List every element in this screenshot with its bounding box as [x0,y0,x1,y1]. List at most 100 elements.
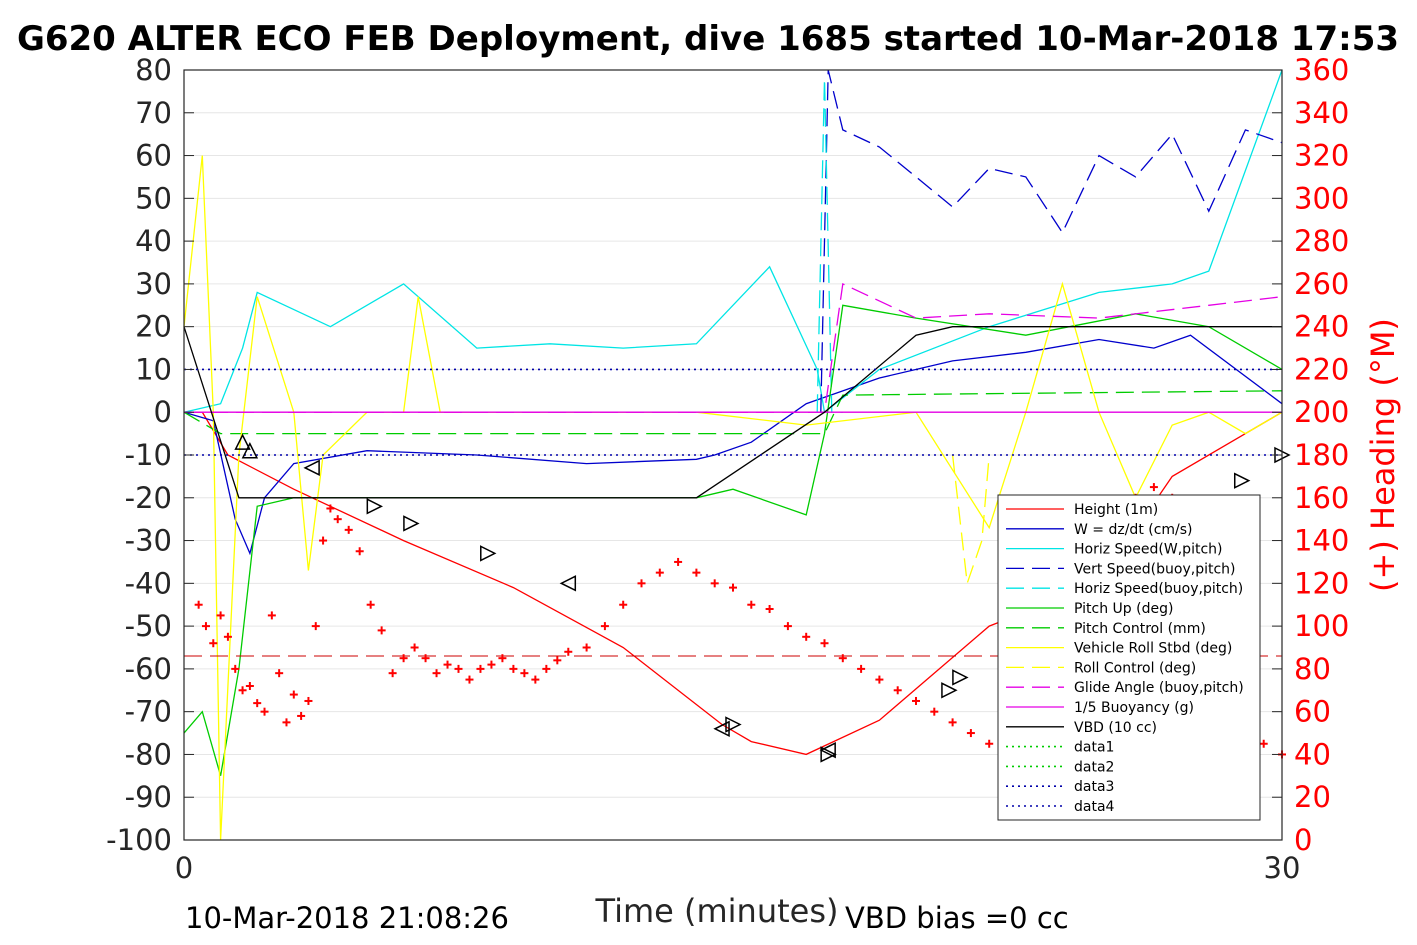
heading-point [238,686,247,695]
y2-tick-label: 140 [1294,524,1349,558]
heading-point [509,664,518,673]
heading-point [216,611,225,620]
y-tick-label: 50 [135,181,172,215]
heading-point [674,557,683,566]
heading-point [297,711,306,720]
y2-tick-label: 80 [1294,652,1331,686]
y2-axis-label: (+) Heading (°M) [1364,318,1402,592]
footer-vbd-bias: VBD bias =0 cc [845,901,1069,935]
heading-point [476,664,485,673]
heading-point [333,515,342,524]
x-tick-label: 30 [1264,851,1301,885]
marker-right-triangle [1233,472,1251,489]
y-tick-label: -30 [125,524,172,558]
heading-point [355,547,364,556]
heading-point [443,660,452,669]
heading-point [275,669,284,678]
x-axis-label: Time (minutes) [595,892,839,930]
series-line-3 [820,69,1283,413]
legend-label: VBD (10 cc) [1074,720,1157,736]
heading-point [857,664,866,673]
heading-point [326,504,335,513]
heading-point [245,682,254,690]
heading-point [223,632,232,641]
heading-point [377,626,386,635]
heading-point [289,690,298,699]
heading-point [267,611,276,620]
marker-left-triangle [713,720,730,737]
y-tick-label: 10 [135,352,172,386]
heading-point [366,600,375,609]
heading-point [344,525,353,534]
y2-tick-label: 60 [1294,695,1331,729]
marker-left-triangle [819,741,836,759]
legend-label: W = dz/dt (cm/s) [1074,522,1193,538]
heading-point [710,579,719,588]
y-tick-label: -10 [125,438,172,472]
y2-tick-label: 120 [1294,566,1349,600]
y-axis-right: 3603403203002802602402202001801601401201… [1294,53,1349,857]
footer-timestamp: 10-Mar-2018 21:08:26 [185,901,509,935]
legend-label: Height (1m) [1074,502,1158,518]
y-tick-label: -50 [125,609,172,643]
y-tick-label: -70 [125,695,172,729]
y2-tick-label: 360 [1294,53,1349,87]
heading-point [319,536,328,545]
y-tick-label: 30 [135,267,172,301]
heading-point [966,729,975,738]
y2-tick-label: 20 [1294,780,1331,814]
heading-point [194,600,203,609]
heading-point [465,675,474,684]
marker-left-triangle [303,459,320,477]
legend: Height (1m) W = dz/dt (cm/s) Horiz Speed(W… [997,494,1261,821]
heading-point [930,707,939,716]
heading-point [498,654,507,663]
heading-point [729,583,737,592]
marker-right-triangle [952,669,969,686]
heading-point [553,656,562,665]
y2-tick-label: 260 [1294,267,1349,301]
y2-tick-label: 280 [1294,224,1349,258]
y-tick-label: -20 [125,481,172,515]
heading-point [209,639,218,648]
legend-label: Pitch Control (mm) [1074,621,1206,637]
y-tick-label: -100 [106,823,172,857]
heading-point [201,622,210,631]
series-line-11 [183,326,1282,499]
y-tick-label: -60 [125,652,172,686]
heading-point [531,675,540,684]
legend-label: Horiz Speed(W,pitch) [1074,542,1222,558]
heading-point [542,664,551,673]
x-axis: 0 30 [175,830,1301,885]
heading-point [637,579,646,588]
y-tick-label: -90 [125,780,172,814]
heading-point [282,718,291,727]
y-axis-left: 80 70 60 50 40 30 20 10 0 -10 -20 -30 -40 -50 -60 -70 -8… [106,53,1282,857]
series-line-9 [184,282,1283,413]
y-tick-label: 80 [135,53,172,87]
heading-point [985,739,994,748]
marker-left-triangle [559,575,577,592]
heading-point [421,654,430,663]
legend-label: data4 [1074,799,1115,815]
heading-point [912,696,920,705]
heading-point [692,568,701,577]
y2-tick-label: 40 [1294,737,1331,771]
heading-point [520,669,529,678]
legend-label: 1/5 Buoyancy (g) [1074,700,1194,716]
y-tick-label: -40 [125,566,172,600]
y2-tick-label: 220 [1294,352,1349,386]
heading-point [253,699,262,708]
heading-point [260,707,269,716]
heading-point [399,654,408,663]
y2-tick-label: 180 [1294,438,1349,472]
series-line-6 [183,390,1283,435]
y2-tick-label: 240 [1294,310,1349,344]
heading-point [304,696,313,705]
legend-label: Vehicle Roll Stbd (deg) [1074,641,1232,657]
legend-label: Pitch Up (deg) [1074,601,1173,617]
heading-point [1149,483,1158,492]
y-tick-label: 40 [135,224,172,258]
y-tick-label: 60 [135,139,172,173]
heading-point [838,654,847,663]
